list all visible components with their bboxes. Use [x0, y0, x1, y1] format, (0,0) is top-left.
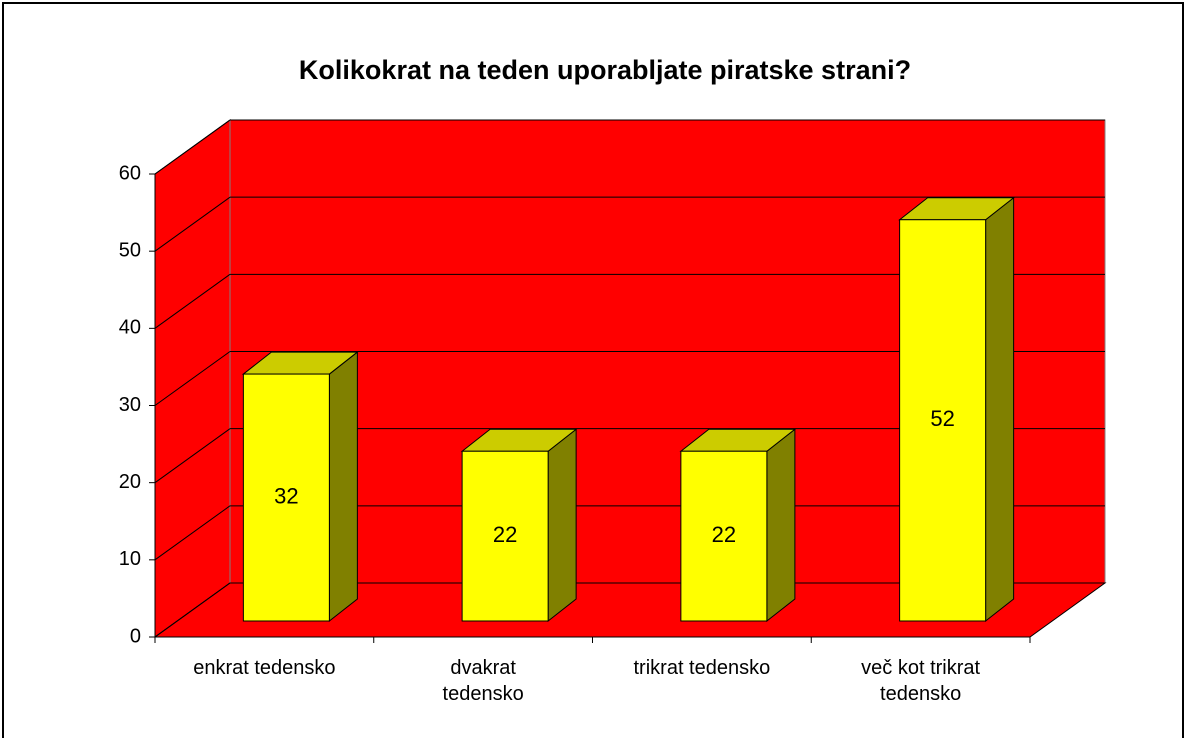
grid-line [154, 196, 231, 252]
bar [461, 450, 549, 622]
grid-line [154, 273, 231, 329]
grid-line [154, 505, 231, 561]
y-tick-label: 40 [119, 317, 141, 339]
y-tick-label: 50 [119, 239, 141, 261]
bar-side [547, 428, 577, 623]
bar-side [328, 351, 358, 623]
y-tick-label: 30 [119, 394, 141, 416]
bar [680, 450, 768, 622]
grid-line [154, 428, 231, 484]
value-label: 52 [930, 406, 954, 431]
y-tick-label: 20 [119, 471, 141, 493]
bar-side [766, 428, 796, 623]
y-tick-label: 10 [119, 548, 141, 570]
grid-line [154, 351, 231, 406]
x-tick-label: več kot trikrat tedensko [861, 657, 981, 705]
grid-line [154, 582, 231, 638]
y-tick-label: 60 [119, 162, 141, 184]
value-label: 22 [493, 522, 517, 547]
value-label: 32 [274, 483, 298, 508]
value-label: 22 [712, 522, 736, 547]
x-tick-label: enkrat tedensko [193, 657, 336, 679]
grid-line [154, 119, 231, 175]
y-tick-label: 0 [130, 625, 141, 647]
chart-title: Kolikokrat na teden uporabljate piratske… [299, 55, 911, 85]
bar [899, 219, 987, 622]
x-tick-label: trikrat tedensko [633, 657, 771, 679]
x-tick-label: dvakrat tedensko [442, 657, 524, 705]
bar-side [985, 196, 1015, 623]
bar [242, 373, 330, 622]
